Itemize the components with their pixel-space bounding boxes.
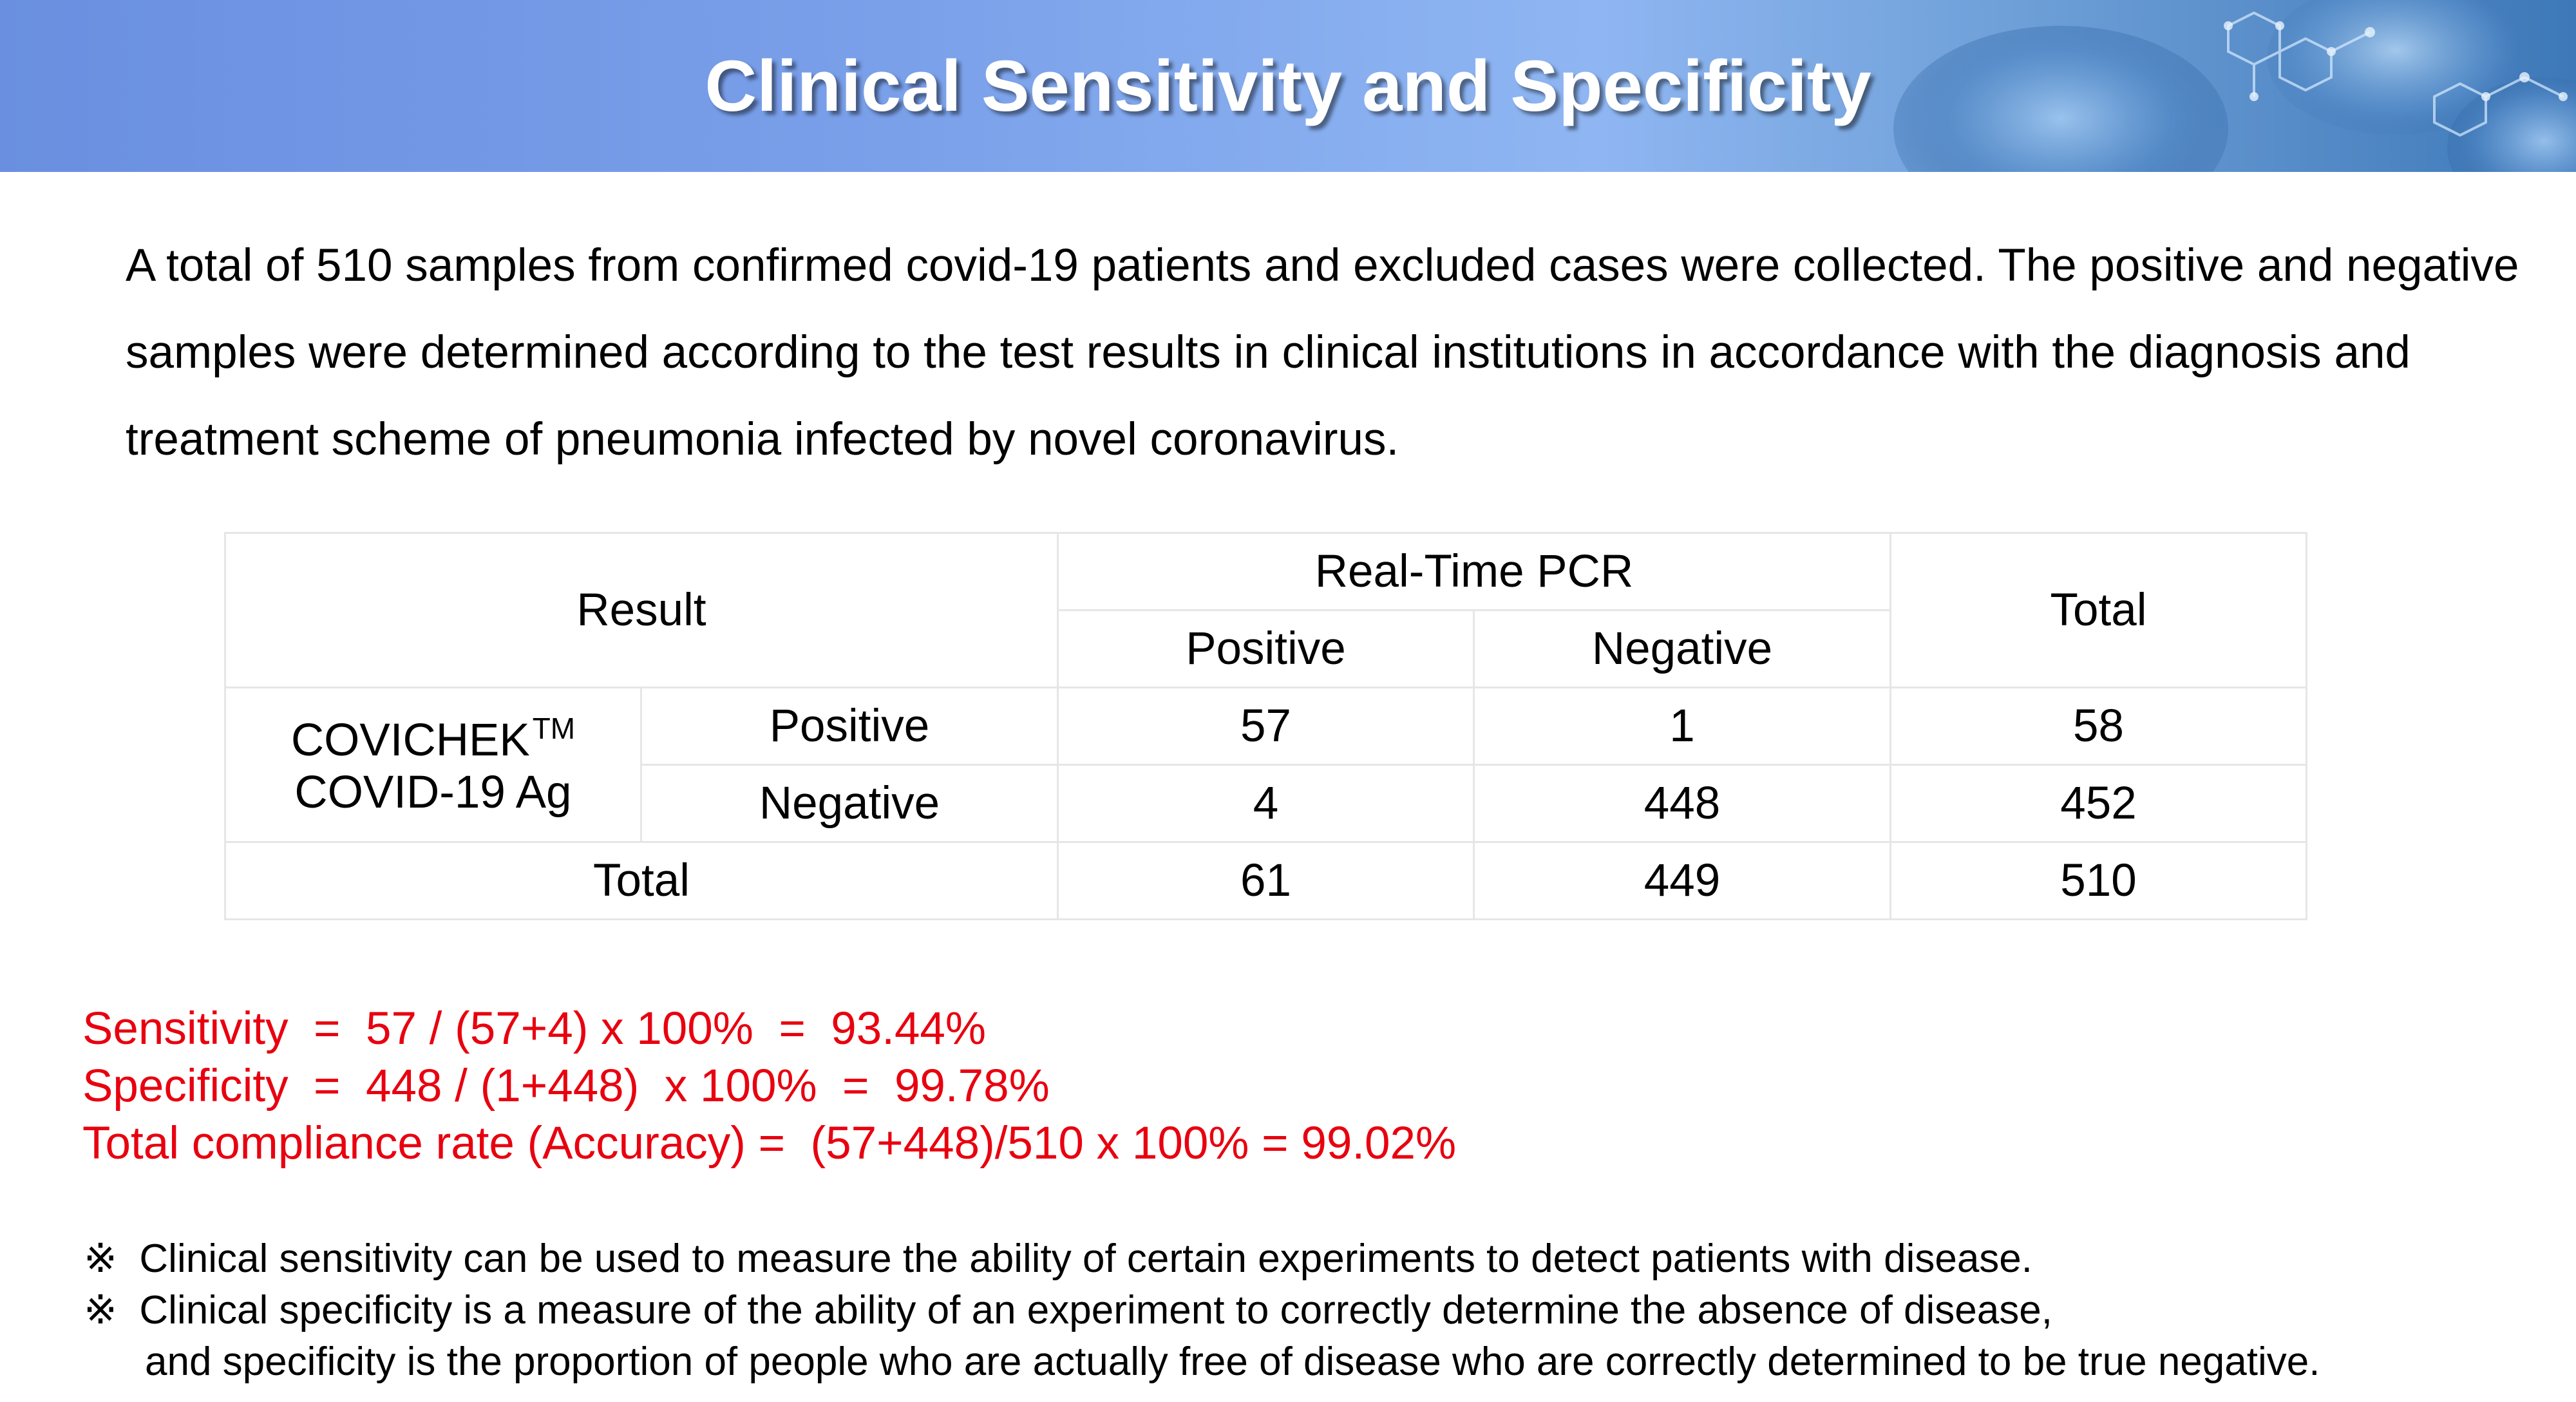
note-specificity-continued: and specificity is the proportion of peo… xyxy=(145,1340,2320,1384)
result-header-cell: Result xyxy=(224,532,1059,688)
molecule-decoration-icon xyxy=(1893,0,2576,172)
cell-value: 58 xyxy=(1889,687,2307,766)
row-label: Negative xyxy=(640,764,1059,843)
cell-value: 4 xyxy=(1057,764,1475,843)
cell-value: 452 xyxy=(1889,764,2307,843)
pcr-positive-header: Positive xyxy=(1057,609,1475,688)
results-table: Result Real-Time PCR Total Positive Nega… xyxy=(224,532,2307,920)
note-sensitivity: ※ Clinical sensitivity can be used to me… xyxy=(84,1236,2033,1281)
total-header-cell: Total xyxy=(1889,532,2307,688)
intro-paragraph: A total of 510 samples from confirmed co… xyxy=(126,240,2519,465)
cell-value: 448 xyxy=(1473,764,1891,843)
total-row-label: Total xyxy=(224,841,1059,920)
table-header-row: Result Real-Time PCR Total xyxy=(224,532,2307,688)
test-name-line2: COVID-19 Ag xyxy=(294,767,572,818)
table-total-row: Total 61 449 510 xyxy=(224,841,2307,920)
note-specificity: ※ Clinical specificity is a measure of t… xyxy=(84,1288,2052,1332)
table-subheader-row: Positive Negative xyxy=(225,609,2307,688)
row-label: Positive xyxy=(640,687,1059,766)
page-title: Clinical Sensitivity and Specificity xyxy=(705,46,1871,126)
header-banner: Clinical Sensitivity and Specificity xyxy=(0,0,2576,172)
sensitivity-formula: Sensitivity = 57 / (57+4) x 100% = 93.44… xyxy=(82,1003,987,1054)
table-row: COVICHEKTM COVID-19 Ag Positive 57 1 58 xyxy=(224,687,2307,843)
pcr-header-cell: Real-Time PCR xyxy=(1057,532,1891,611)
trademark-mark: TM xyxy=(532,712,576,745)
table-row: Negative 4 448 452 xyxy=(225,764,2307,843)
test-name-cell: COVICHEKTM COVID-19 Ag xyxy=(224,687,642,843)
cell-value: 449 xyxy=(1473,841,1891,920)
test-name-line1: COVICHEK xyxy=(290,715,530,766)
pcr-negative-header: Negative xyxy=(1473,609,1891,688)
accuracy-formula: Total compliance rate (Accuracy) = (57+4… xyxy=(82,1118,1457,1169)
cell-value: 57 xyxy=(1057,687,1475,766)
cell-value: 61 xyxy=(1057,841,1475,920)
cell-value: 510 xyxy=(1889,841,2307,920)
cell-value: 1 xyxy=(1473,687,1891,766)
specificity-formula: Specificity = 448 / (1+448) x 100% = 99.… xyxy=(82,1061,1050,1112)
notes-block: ※ Clinical sensitivity can be used to me… xyxy=(84,1233,2320,1388)
formulas-block: Sensitivity = 57 / (57+4) x 100% = 93.44… xyxy=(82,1000,1456,1172)
